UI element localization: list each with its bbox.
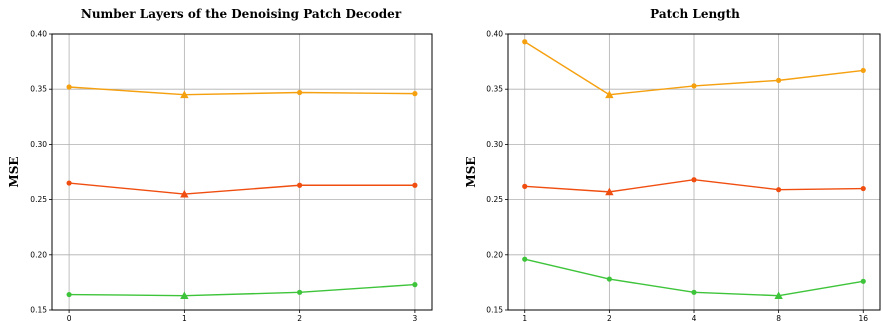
- data-point: [297, 289, 303, 295]
- data-point: [776, 187, 782, 193]
- x-tick-label: 2: [297, 314, 302, 321]
- data-point: [412, 91, 418, 97]
- y-tick-label: 0.25: [30, 195, 47, 204]
- x-tick-label: 3: [413, 314, 418, 321]
- chart-title: Number Layers of the Denoising Patch Dec…: [81, 7, 402, 21]
- x-tick-label: 8: [776, 314, 781, 321]
- data-point: [606, 276, 612, 282]
- data-point: [522, 183, 528, 189]
- data-point-best: [605, 187, 614, 196]
- y-tick-label: 0.20: [30, 250, 47, 259]
- x-tick-label: 1: [522, 314, 527, 321]
- plot-frame: [51, 33, 433, 311]
- chart-title: Patch Length: [650, 7, 740, 21]
- data-point: [412, 282, 418, 288]
- plot-frame: [507, 33, 881, 311]
- chart-panel-decoder-layers: Number Layers of the Denoising Patch Dec…: [7, 7, 433, 321]
- y-tick-label: 0.35: [486, 85, 503, 94]
- data-point: [860, 185, 866, 192]
- y-tick-label: 0.30: [486, 140, 503, 149]
- data-point: [860, 67, 866, 74]
- y-axis-label: MSE: [464, 156, 478, 187]
- x-tick-label: 4: [692, 314, 697, 321]
- y-tick-label: 0.35: [30, 85, 47, 94]
- data-point-best: [774, 291, 783, 300]
- y-tick-label: 0.40: [486, 30, 503, 39]
- series-line: [69, 283, 415, 297]
- data-point: [860, 278, 866, 284]
- chart-panel-patch-length: Patch Length MSE 0.15 0.20 0.25 0.30 0.35 0.4…: [464, 7, 881, 321]
- x-tick-label: 2: [607, 314, 612, 321]
- y-axis-label: MSE: [7, 156, 21, 187]
- data-point: [691, 177, 697, 183]
- x-tick-label: 0: [67, 314, 72, 321]
- data-point: [66, 180, 72, 186]
- data-point: [66, 291, 72, 298]
- x-tick-label: 1: [182, 314, 187, 321]
- data-point: [776, 77, 782, 83]
- y-tick-label: 0.15: [486, 306, 503, 315]
- data-point-best: [605, 90, 614, 99]
- data-point: [691, 83, 697, 89]
- data-point: [522, 39, 528, 45]
- data-point: [691, 289, 697, 295]
- data-point-best: [180, 291, 189, 300]
- data-point: [412, 182, 418, 188]
- y-tick-label: 0.20: [486, 250, 503, 259]
- series-line: [69, 182, 415, 195]
- y-tick-label: 0.25: [486, 195, 503, 204]
- data-point-best: [180, 90, 189, 99]
- data-point: [297, 182, 303, 188]
- data-point: [522, 256, 528, 262]
- data-point: [66, 84, 72, 90]
- data-point: [297, 89, 303, 96]
- y-tick-label: 0.30: [30, 140, 47, 149]
- series-line: [69, 86, 415, 96]
- data-point-best: [180, 189, 189, 198]
- y-tick-label: 0.40: [30, 30, 47, 39]
- x-tick-label: 16: [858, 314, 868, 321]
- y-tick-label: 0.15: [30, 306, 47, 315]
